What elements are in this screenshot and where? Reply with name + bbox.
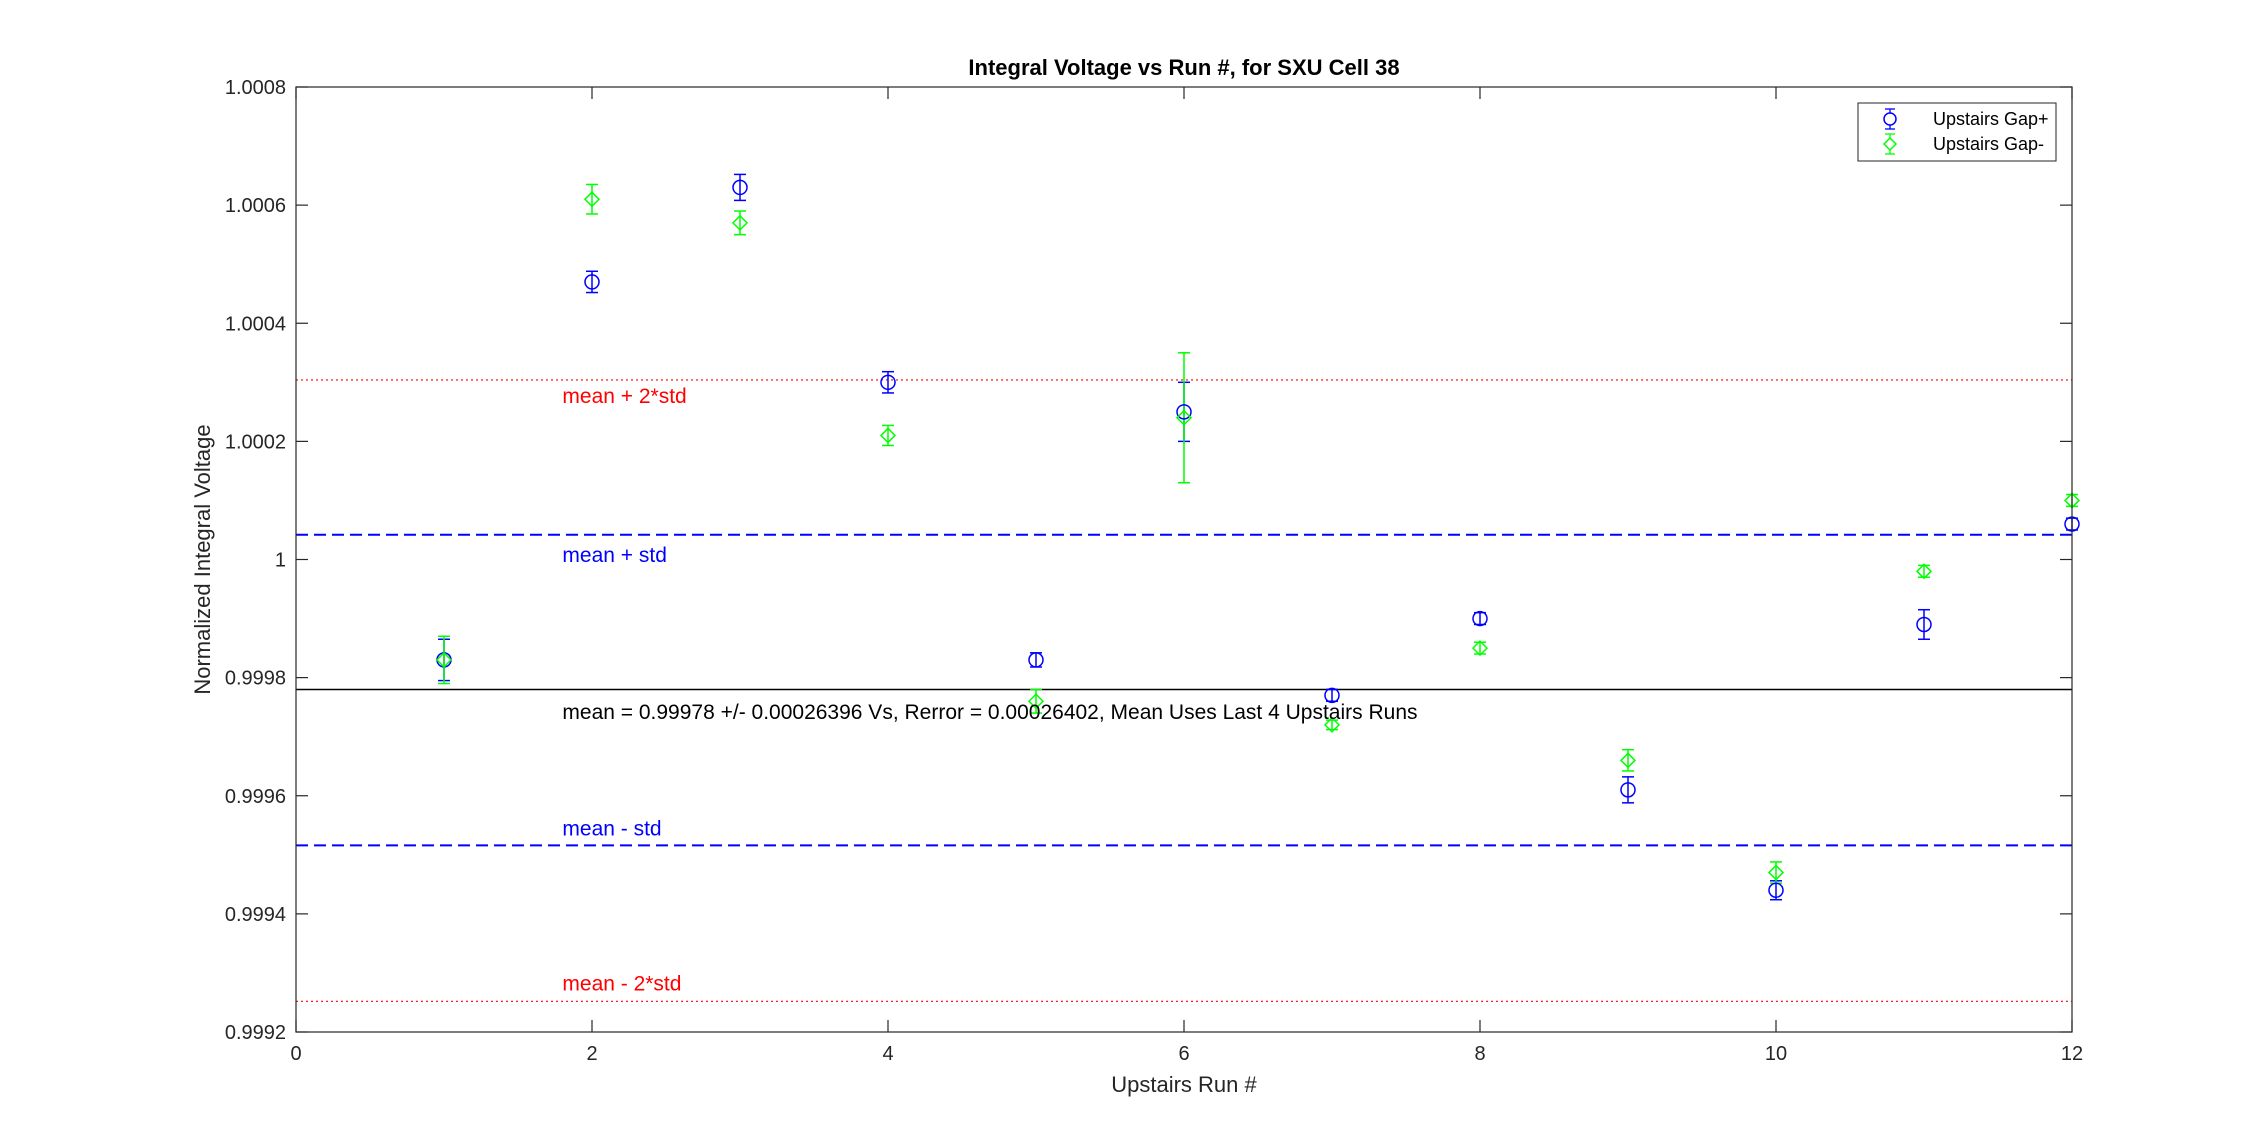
y-tick-label-4: 1	[275, 550, 286, 572]
annotation-4: mean - 2*std	[562, 973, 681, 996]
data-point-s1-5	[1175, 409, 1193, 426]
data-point-s0-6	[1324, 687, 1340, 704]
data-point-s0-10	[1916, 616, 1932, 633]
x-tick-label-5: 10	[1765, 1043, 1787, 1065]
data-point-s0-8	[1620, 782, 1636, 798]
annotation-2: mean = 0.99978 +/- 0.00026396 Vs, Rerror…	[562, 701, 1417, 724]
error-bar-s1-0	[438, 635, 450, 685]
y-tick-label-0: 0.9992	[225, 1022, 286, 1044]
data-point-s0-1	[584, 274, 600, 290]
data-point-s0-2	[732, 179, 748, 196]
x-tick-label-2: 4	[882, 1043, 893, 1065]
data-point-s1-7	[1471, 640, 1489, 657]
y-tick-label-2: 0.9996	[225, 786, 286, 808]
data-point-s1-9	[1767, 864, 1785, 881]
legend-item-1: Upstairs Gap-	[1882, 133, 2044, 155]
error-bar-s1-5	[1178, 352, 1190, 484]
error-bar-s0-10	[1918, 608, 1930, 640]
x-tick-label-0: 0	[290, 1043, 301, 1065]
legend-item-0: Upstairs Gap+	[1883, 108, 2049, 130]
legend-label-0: Upstairs Gap+	[1933, 109, 2049, 129]
legend: Upstairs Gap+ Upstairs Gap-	[1857, 102, 2057, 162]
chart-title: Integral Voltage vs Run #, for SXU Cell …	[968, 55, 1399, 80]
data-point-s1-0	[435, 651, 453, 668]
annotation-3: mean - std	[562, 817, 661, 840]
annotation-0: mean + 2*std	[562, 385, 686, 408]
y-tick-label-8: 1.0008	[225, 77, 286, 99]
data-point-s0-9	[1768, 882, 1784, 898]
x-tick-label-6: 12	[2061, 1043, 2083, 1065]
legend-marker-1	[1882, 136, 1898, 152]
data-point-s0-3	[880, 374, 896, 391]
error-bar-s1-7	[1474, 641, 1486, 655]
error-bar-s1-1	[586, 183, 598, 215]
data-point-s1-4	[1027, 693, 1045, 710]
data-point-s0-4	[1028, 652, 1044, 668]
data-point-s1-1	[583, 191, 601, 208]
x-tick-label-3: 6	[1178, 1043, 1189, 1065]
error-bar-s1-10	[1918, 564, 1930, 578]
x-tick-label-1: 2	[586, 1043, 597, 1065]
y-axis-label: Normalized Integral Voltage	[190, 424, 215, 694]
legend-marker-0	[1883, 112, 1897, 126]
y-tick-label-6: 1.0004	[225, 313, 286, 335]
y-tick-label-5: 1.0002	[225, 431, 286, 453]
legend-label-1: Upstairs Gap-	[1933, 134, 2044, 154]
data-point-s1-6	[1323, 716, 1341, 733]
data-point-s1-3	[879, 427, 897, 444]
y-tick-label-3: 0.9998	[225, 668, 286, 690]
data-point-s0-5	[1176, 404, 1192, 420]
data-point-s1-10	[1915, 563, 1933, 580]
error-bar-s1-6	[1326, 719, 1338, 731]
data-point-s1-2	[731, 214, 749, 231]
data-point-s0-7	[1472, 610, 1488, 627]
error-bar-s0-2	[734, 173, 746, 202]
y-tick-label-1: 0.9994	[225, 904, 286, 926]
annotation-1: mean + std	[562, 544, 666, 567]
data-point-s1-8	[1619, 752, 1637, 769]
x-tick-label-4: 8	[1474, 1043, 1485, 1065]
x-axis-label: Upstairs Run #	[1111, 1072, 1257, 1097]
y-tick-label-7: 1.0006	[225, 195, 286, 217]
error-bar-s0-8	[1622, 776, 1634, 804]
